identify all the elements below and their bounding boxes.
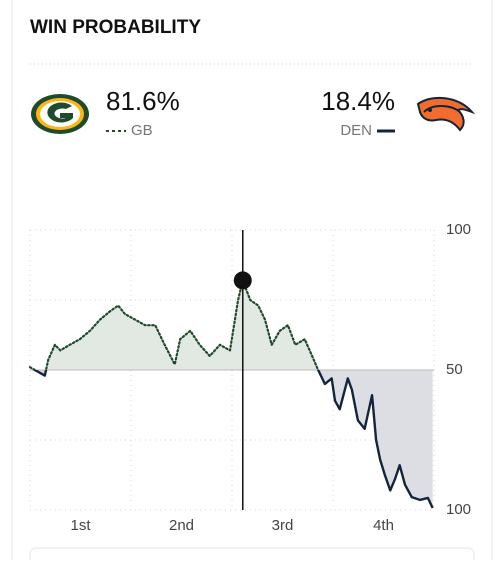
x-tick-label: 4th bbox=[373, 517, 394, 534]
probability-line bbox=[28, 279, 320, 370]
area bbox=[30, 370, 433, 509]
area bbox=[30, 280, 433, 370]
probability-line bbox=[32, 370, 434, 509]
gb-probability: 81.6% bbox=[106, 86, 180, 116]
gb-legend: GB bbox=[131, 122, 153, 139]
y-tick-label: 50 bbox=[446, 361, 463, 378]
y-tick-label: 100 bbox=[446, 221, 471, 238]
den-logo bbox=[416, 96, 476, 132]
x-tick-label: 3rd bbox=[272, 517, 294, 534]
card-title: WIN PROBABILITY bbox=[30, 17, 201, 38]
y-tick-label: 100 bbox=[446, 501, 471, 518]
gb-logo bbox=[31, 94, 89, 134]
x-tick-label: 2nd bbox=[169, 517, 194, 534]
den-probability: 18.4% bbox=[321, 86, 395, 116]
den-legend: DEN bbox=[340, 122, 372, 139]
marker-dot bbox=[233, 271, 252, 290]
x-tick-label: 1st bbox=[70, 517, 91, 534]
next-card bbox=[29, 547, 475, 565]
